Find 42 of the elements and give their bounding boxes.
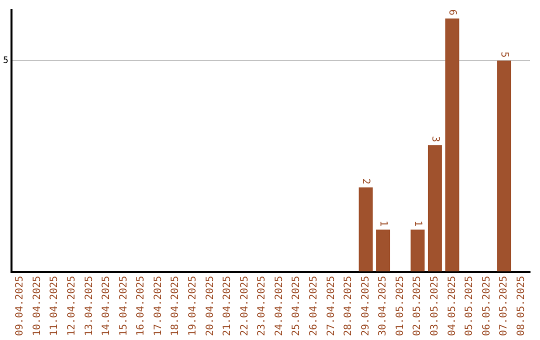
x-tick-label: 29.04.2025 (360, 276, 372, 336)
x-tick-label: 24.04.2025 (274, 276, 285, 336)
x-tick-label: 12.04.2025 (66, 276, 78, 336)
x-tick-label: 20.04.2025 (204, 276, 216, 336)
x-tick-label: 22.04.2025 (239, 276, 250, 336)
x-tick-label: 15.04.2025 (118, 276, 130, 336)
data-label: 1 (412, 220, 424, 227)
x-tick-label: 04.05.2025 (446, 276, 458, 336)
data-label: 5 (498, 52, 510, 58)
x-tick-label: 25.04.2025 (291, 276, 302, 336)
x-tick-label: 11.04.2025 (49, 276, 60, 336)
bar (358, 187, 373, 272)
x-tick-label: 26.04.2025 (308, 276, 320, 336)
x-tick-label: 17.04.2025 (152, 276, 164, 336)
x-tick-label: 19.04.2025 (188, 276, 199, 336)
x-tick-label: 10.04.2025 (32, 276, 43, 336)
bar (445, 18, 460, 272)
data-label: 1 (377, 220, 388, 227)
x-tick-label: 08.05.2025 (516, 276, 527, 336)
bar (497, 60, 512, 272)
bar (376, 230, 390, 272)
x-tick-label: 28.04.2025 (343, 276, 354, 336)
x-tick-label: 16.04.2025 (136, 276, 147, 336)
bar (410, 230, 425, 272)
x-tick-label: 02.05.2025 (412, 276, 424, 336)
x-tick-label: 03.05.2025 (430, 276, 441, 336)
x-tick-label: 23.04.2025 (256, 276, 268, 336)
data-label: 3 (429, 136, 440, 142)
x-tick-label: 06.05.2025 (481, 276, 492, 336)
data-label: 2 (360, 178, 372, 184)
x-tick-label: 14.04.2025 (101, 276, 112, 336)
x-tick-label: 18.04.2025 (170, 276, 182, 336)
data-label: 6 (446, 9, 458, 16)
x-tick-label: 13.04.2025 (84, 276, 95, 336)
bar (428, 145, 442, 272)
x-tick-label: 01.05.2025 (394, 276, 406, 336)
x-tick-label: 05.05.2025 (464, 276, 476, 336)
x-tick-label: 27.04.2025 (326, 276, 337, 336)
x-tick-label: 30.04.2025 (378, 276, 389, 336)
x-tick-label: 07.05.2025 (498, 276, 510, 336)
x-tick-label: 21.04.2025 (222, 276, 234, 336)
x-tick-label: 09.04.2025 (14, 276, 26, 336)
